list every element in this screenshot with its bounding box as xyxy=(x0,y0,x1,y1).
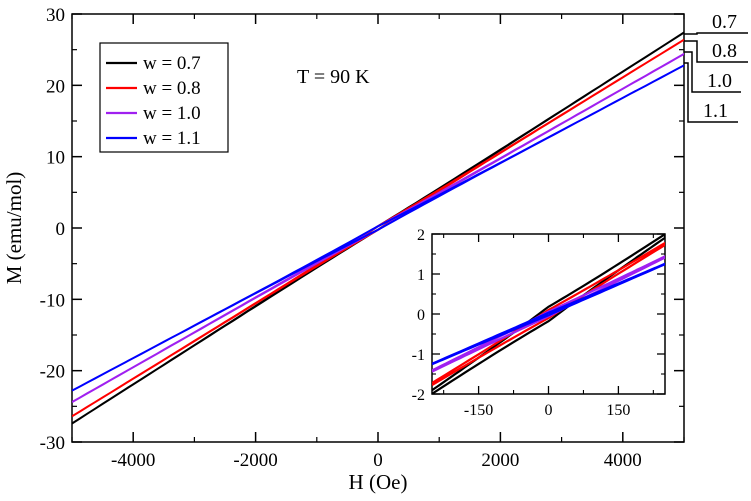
callout-label-w07: 0.7 xyxy=(712,11,737,33)
legend-entry: w = 0.7 xyxy=(106,53,201,74)
y-tick-label: -10 xyxy=(40,290,65,311)
legend-entry: w = 0.8 xyxy=(106,78,201,99)
legend-label-w10: w = 1.0 xyxy=(143,103,201,124)
main-series-group xyxy=(72,31,684,425)
inset-ticks-group: -150 0 150 -2 -1 0 1 2 xyxy=(412,227,665,419)
inset-y-tick-label: -1 xyxy=(412,347,425,364)
legend-box xyxy=(99,42,229,153)
end-callouts: 0.7 0.8 1.0 1.1 xyxy=(684,11,748,123)
inset-x-tick-label: 0 xyxy=(545,402,553,419)
callout-label-w08: 0.8 xyxy=(712,40,737,62)
callout-leader-w11 xyxy=(684,62,738,123)
y-axis-title: M (emu/mol) xyxy=(2,172,26,285)
x-axis-title: H (Oe) xyxy=(349,470,408,494)
callout-label-w10: 1.0 xyxy=(707,70,732,92)
series-line-08 xyxy=(72,38,684,418)
y-tick-label: -20 xyxy=(40,362,65,383)
legend-label-w11: w = 1.1 xyxy=(143,128,201,149)
callout-leader-w07 xyxy=(684,32,748,35)
legend-label-w07: w = 0.7 xyxy=(143,53,201,74)
callout-label-w11: 1.1 xyxy=(703,100,728,122)
y-tick-label: 0 xyxy=(56,219,66,240)
inset-series-line-11 xyxy=(432,262,665,366)
legend-entry: w = 1.1 xyxy=(106,128,201,149)
x-tick-label: 4000 xyxy=(604,450,642,471)
series-line-11 xyxy=(72,64,684,392)
legend-entry: w = 1.0 xyxy=(106,103,201,124)
y-tick-label: 20 xyxy=(46,76,65,97)
callout-leader-w10 xyxy=(684,51,741,93)
legend-label-w08: w = 0.8 xyxy=(143,78,201,99)
series-line-07 xyxy=(72,31,684,425)
temperature-annotation: T = 90 K xyxy=(297,66,370,88)
x-tick-label: -2000 xyxy=(233,450,277,471)
inset-y-tick-label: 2 xyxy=(417,227,425,244)
inset-x-tick-label: -150 xyxy=(464,402,493,419)
y-tick-label: -30 xyxy=(40,433,65,454)
callout-leader-w08 xyxy=(684,40,748,63)
inset-y-tick-label: 1 xyxy=(417,267,425,284)
inset-x-tick-label: 150 xyxy=(606,402,630,419)
y-tick-label: 30 xyxy=(46,5,65,26)
series-line-10 xyxy=(72,52,684,403)
y-tick-label: 10 xyxy=(46,148,65,169)
x-tick-label: 2000 xyxy=(481,450,519,471)
inset-series-group xyxy=(432,234,665,394)
x-tick-label: -4000 xyxy=(111,450,155,471)
inset-y-tick-label: -2 xyxy=(412,387,425,404)
x-tick-label: 0 xyxy=(373,450,383,471)
inset-y-tick-label: 0 xyxy=(417,307,425,324)
